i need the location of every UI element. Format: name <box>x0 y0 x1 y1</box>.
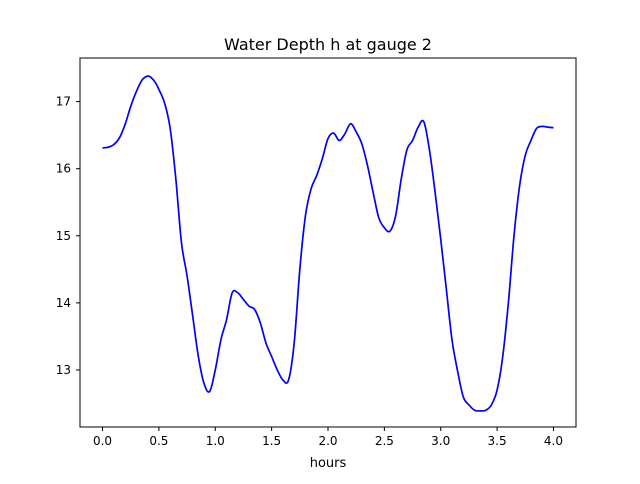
x-tick-label: 1.5 <box>262 434 281 448</box>
y-axis-ticks: 13 14 15 16 17 <box>56 95 80 377</box>
y-tick-label: 15 <box>56 229 71 243</box>
y-tick-label: 13 <box>56 363 71 377</box>
y-tick-label: 14 <box>56 296 71 310</box>
y-tick-label: 17 <box>56 95 71 109</box>
plot-area: Water Depth h at gauge 2 hours 0.0 0.5 1.0… <box>56 35 577 471</box>
x-tick-label: 2.5 <box>375 434 394 448</box>
x-tick-label: 0.5 <box>149 434 168 448</box>
x-tick-label: 2.0 <box>318 434 337 448</box>
x-tick-label: 0.0 <box>93 434 112 448</box>
y-tick-label: 16 <box>56 162 71 176</box>
chart-title: Water Depth h at gauge 2 <box>224 35 432 54</box>
x-axis-label: hours <box>310 456 347 471</box>
x-tick-label: 3.5 <box>488 434 507 448</box>
series-line <box>102 75 554 412</box>
x-tick-label: 3.0 <box>431 434 450 448</box>
x-tick-label: 1.0 <box>206 434 225 448</box>
x-tick-label: 4.0 <box>544 434 563 448</box>
series-layer <box>102 75 554 412</box>
axes-frame <box>79 57 577 428</box>
x-axis-ticks: 0.0 0.5 1.0 1.5 2.0 2.5 3.0 3.5 4.0 <box>93 427 563 448</box>
